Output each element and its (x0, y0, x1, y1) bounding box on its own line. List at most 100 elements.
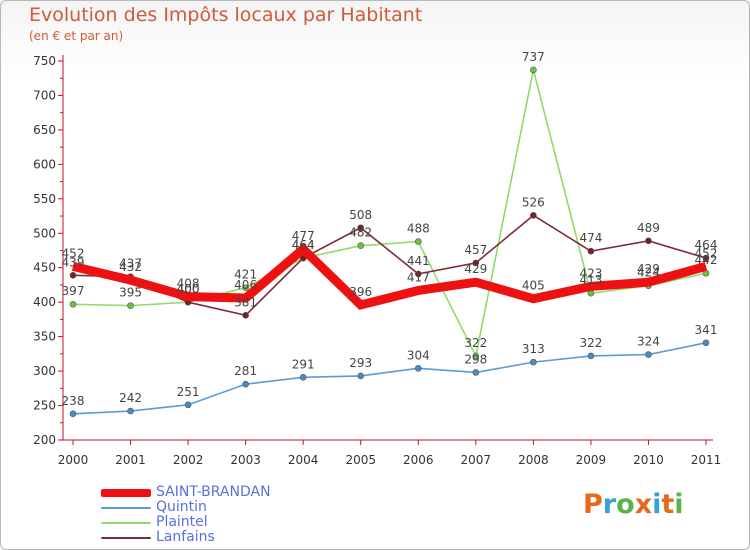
data-label: 242 (119, 391, 142, 405)
data-label: 508 (349, 208, 372, 222)
data-label: 464 (695, 238, 718, 252)
legend-swatch (101, 507, 151, 509)
data-label: 441 (407, 254, 430, 268)
y-tick-label: 600 (33, 157, 56, 171)
brand-logo-letter: i (674, 489, 684, 520)
x-tick-label: 2009 (576, 453, 607, 467)
y-tick-label: 700 (33, 88, 56, 102)
x-tick-label: 2003 (230, 453, 261, 467)
data-label: 291 (292, 357, 315, 371)
data-point (127, 407, 134, 415)
data-point (69, 410, 77, 418)
x-tick-label: 2010 (633, 453, 664, 467)
data-label: 281 (234, 364, 257, 378)
data-point (299, 373, 307, 381)
data-label: 424 (637, 266, 660, 280)
data-label: 432 (119, 260, 142, 274)
series-line (72, 342, 707, 415)
data-point (357, 224, 365, 232)
data-point (69, 300, 77, 308)
y-tick-label: 350 (33, 330, 56, 344)
data-label: 489 (637, 221, 660, 235)
data-label: 397 (62, 284, 85, 298)
brand-logo-letter: t (661, 489, 675, 520)
data-label: 452 (62, 246, 85, 260)
y-tick-label: 650 (33, 123, 56, 137)
y-tick-label: 250 (33, 399, 56, 413)
data-label: 238 (62, 394, 85, 408)
data-label: 442 (695, 253, 718, 267)
data-label: 737 (522, 50, 545, 64)
data-label: 421 (234, 268, 257, 282)
x-tick-label: 2008 (518, 453, 549, 467)
data-label: 313 (522, 342, 545, 356)
y-tick-label: 450 (33, 261, 56, 275)
data-point (414, 270, 422, 278)
data-point (242, 380, 249, 388)
data-label: 474 (579, 231, 602, 245)
brand-logo-letter: i (652, 489, 662, 520)
x-tick-label: 2011 (691, 453, 722, 467)
data-point (414, 238, 422, 245)
legend-swatch (101, 522, 151, 524)
x-tick-label: 2002 (173, 453, 204, 467)
data-label: 293 (349, 356, 372, 370)
data-label: 464 (292, 238, 315, 252)
data-point (472, 352, 480, 360)
data-label: 429 (637, 262, 660, 276)
y-tick-label: 200 (33, 433, 56, 447)
data-label: 437 (119, 257, 142, 271)
data-point (645, 351, 652, 358)
x-tick-label: 2001 (115, 453, 146, 467)
x-tick-label: 2005 (345, 453, 376, 467)
chart-subtitle: (en € et par an) (29, 29, 124, 43)
brand-logo-letter: o (616, 489, 635, 520)
series-line (72, 69, 707, 359)
data-label: 439 (62, 255, 85, 269)
data-label: 381 (234, 295, 257, 309)
data-label: 324 (637, 335, 660, 349)
y-tick-label: 300 (33, 364, 56, 378)
data-label: 298 (464, 352, 487, 366)
data-point (702, 339, 710, 347)
data-label: 488 (407, 222, 430, 236)
data-point (530, 212, 537, 219)
data-label: 482 (349, 226, 372, 240)
data-point (357, 242, 365, 249)
data-label: 304 (407, 348, 430, 362)
data-label: 395 (119, 286, 142, 300)
data-label: 341 (695, 323, 718, 337)
data-label: 405 (522, 279, 545, 293)
legend-label: SAINT-BRANDAN (156, 484, 271, 500)
data-label: 417 (407, 270, 430, 284)
data-label: 400 (177, 282, 200, 296)
data-point (645, 237, 652, 245)
data-point (184, 401, 192, 409)
brand-logo-letter: r (602, 489, 617, 520)
legend-label: Plaintel (156, 514, 208, 530)
data-point (69, 272, 77, 279)
data-label: 322 (464, 336, 487, 350)
series-line (71, 243, 708, 310)
data-point (702, 254, 710, 262)
brand-logo-letter: P (583, 489, 603, 520)
x-tick-label: 2000 (58, 453, 89, 467)
data-point (242, 311, 249, 319)
legend-label: Quintin (156, 499, 207, 515)
brand-logo-letter: x (634, 489, 653, 520)
data-point (357, 372, 365, 380)
chart-title: Evolution des Impôts locaux par Habitant (29, 4, 423, 26)
data-label: 406 (234, 278, 257, 292)
legend-swatch (101, 489, 151, 497)
y-tick-label: 550 (33, 192, 56, 206)
data-label: 452 (695, 246, 718, 260)
x-tick-label: 2004 (288, 453, 319, 467)
data-label: 400 (177, 282, 200, 296)
data-label: 526 (522, 195, 545, 209)
data-label: 423 (579, 266, 602, 280)
data-label: 413 (579, 273, 602, 287)
data-label: 457 (464, 243, 487, 257)
brand-logo: Proxiti (583, 489, 684, 520)
data-point (242, 284, 249, 292)
data-label: 408 (177, 277, 200, 291)
